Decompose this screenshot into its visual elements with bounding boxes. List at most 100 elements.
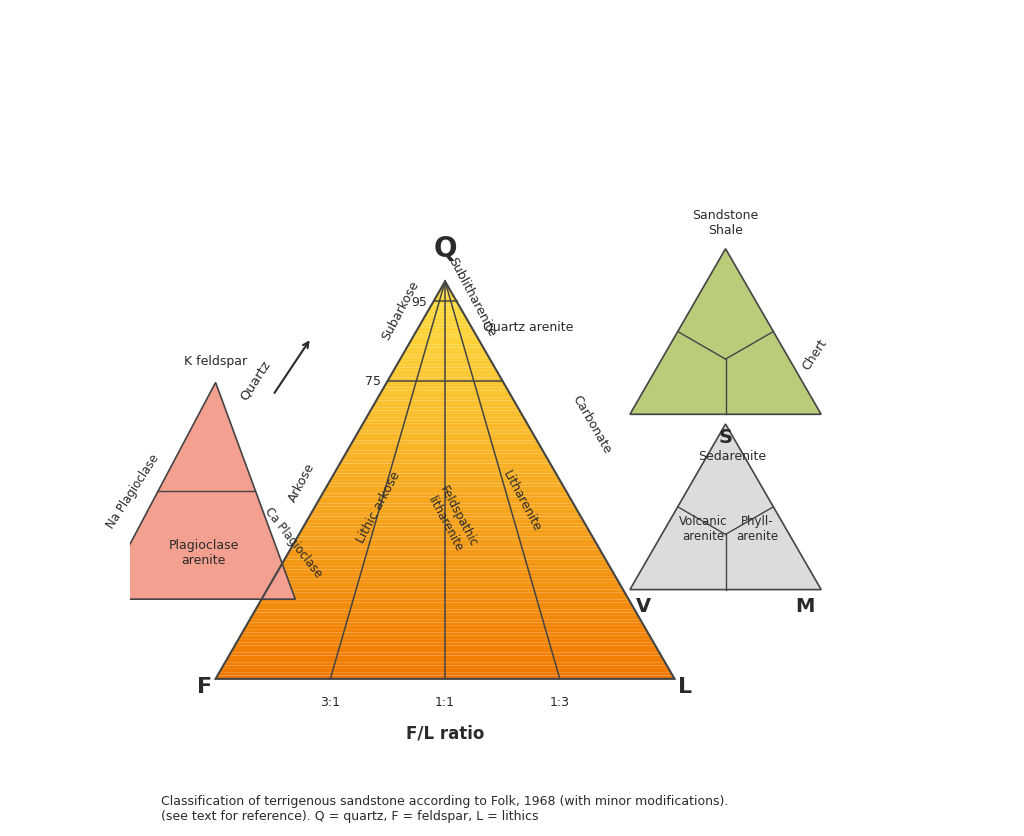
Polygon shape [344, 454, 547, 457]
Polygon shape [349, 444, 541, 447]
Text: Phyll-
arenite: Phyll- arenite [736, 514, 778, 543]
Polygon shape [292, 543, 598, 547]
Polygon shape [223, 662, 667, 665]
Polygon shape [338, 464, 552, 467]
Text: Chert: Chert [800, 336, 829, 372]
Polygon shape [418, 325, 472, 329]
Text: V: V [636, 596, 651, 615]
Polygon shape [265, 589, 625, 593]
Polygon shape [309, 513, 581, 517]
Text: Subarkose: Subarkose [380, 278, 422, 342]
Polygon shape [397, 361, 493, 364]
Text: Sedarenite: Sedarenite [697, 450, 766, 463]
Polygon shape [283, 560, 607, 563]
Polygon shape [313, 507, 577, 510]
Polygon shape [373, 405, 518, 408]
Text: Lithic arkose: Lithic arkose [354, 469, 402, 545]
Polygon shape [437, 292, 453, 295]
Polygon shape [294, 540, 596, 543]
Polygon shape [367, 415, 523, 418]
Polygon shape [386, 381, 505, 385]
Polygon shape [219, 669, 671, 672]
Polygon shape [433, 298, 457, 302]
Polygon shape [237, 640, 653, 643]
Polygon shape [401, 354, 489, 358]
Text: 95: 95 [412, 295, 427, 308]
Text: Sublitharenite: Sublitharenite [445, 255, 499, 339]
Polygon shape [630, 249, 821, 415]
Polygon shape [424, 315, 466, 319]
Text: Quartz arenite: Quartz arenite [483, 320, 573, 334]
Text: Feldspathic
litharenite: Feldspathic litharenite [423, 484, 479, 556]
Polygon shape [273, 577, 617, 580]
Polygon shape [245, 626, 646, 630]
Polygon shape [382, 388, 508, 391]
Text: Na Plagioclase: Na Plagioclase [103, 451, 162, 531]
Polygon shape [417, 329, 474, 332]
Polygon shape [239, 636, 651, 640]
Polygon shape [375, 401, 516, 405]
Polygon shape [241, 633, 649, 636]
Text: L: L [678, 675, 692, 696]
Polygon shape [331, 477, 560, 481]
Polygon shape [371, 408, 519, 411]
Polygon shape [384, 385, 506, 388]
Polygon shape [274, 573, 615, 577]
Polygon shape [230, 650, 659, 653]
Polygon shape [443, 282, 447, 285]
Polygon shape [351, 441, 539, 444]
Polygon shape [332, 474, 558, 477]
Polygon shape [435, 295, 455, 298]
Polygon shape [422, 319, 468, 322]
Polygon shape [290, 547, 600, 550]
Polygon shape [258, 603, 633, 606]
Polygon shape [388, 378, 503, 381]
Polygon shape [243, 630, 648, 633]
Polygon shape [376, 398, 514, 401]
Polygon shape [263, 593, 627, 596]
Polygon shape [336, 467, 554, 471]
Polygon shape [252, 613, 638, 616]
Text: Plagioclase
arenite: Plagioclase arenite [169, 538, 239, 567]
Polygon shape [340, 461, 550, 464]
Polygon shape [389, 375, 501, 378]
Polygon shape [303, 523, 587, 527]
Text: S: S [719, 428, 732, 446]
Polygon shape [259, 599, 631, 603]
Polygon shape [428, 308, 462, 312]
Polygon shape [432, 302, 459, 305]
Polygon shape [276, 570, 613, 573]
Polygon shape [369, 411, 521, 415]
Polygon shape [403, 351, 487, 354]
Polygon shape [234, 643, 655, 646]
Text: M: M [796, 596, 815, 615]
Polygon shape [347, 447, 543, 451]
Polygon shape [289, 550, 602, 553]
Polygon shape [329, 481, 562, 484]
Text: Q: Q [433, 235, 457, 263]
Polygon shape [413, 335, 477, 339]
Polygon shape [229, 653, 662, 656]
Polygon shape [325, 487, 565, 491]
Polygon shape [407, 345, 483, 349]
Polygon shape [248, 619, 642, 623]
Polygon shape [391, 371, 499, 375]
Polygon shape [287, 553, 604, 557]
Polygon shape [334, 471, 556, 474]
Polygon shape [360, 425, 529, 427]
Text: 3:1: 3:1 [321, 695, 340, 708]
Polygon shape [296, 537, 594, 540]
Polygon shape [393, 368, 497, 371]
Text: Volcanic
arenite: Volcanic arenite [679, 514, 727, 543]
Text: 75: 75 [366, 375, 381, 388]
Polygon shape [261, 596, 629, 599]
Polygon shape [227, 656, 664, 660]
Polygon shape [321, 494, 569, 497]
Polygon shape [327, 484, 563, 487]
Polygon shape [317, 501, 573, 504]
Polygon shape [232, 646, 657, 650]
Polygon shape [404, 349, 485, 351]
Text: F: F [198, 675, 212, 696]
Polygon shape [430, 305, 461, 308]
Text: Arkose: Arkose [286, 460, 317, 503]
